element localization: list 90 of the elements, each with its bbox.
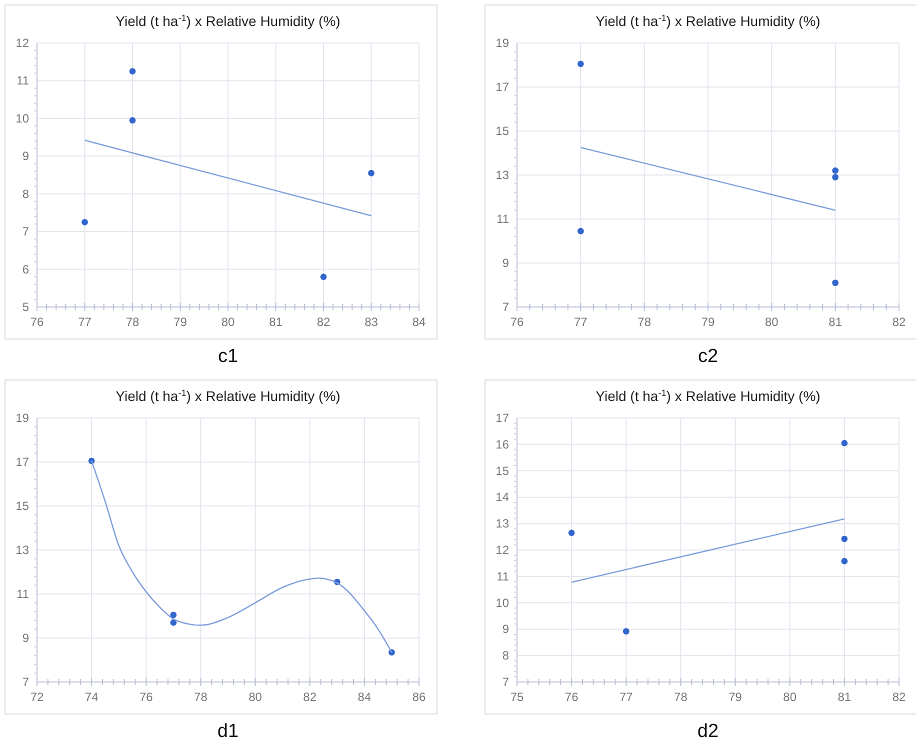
point — [622, 628, 630, 635]
y-tick-label: 5 — [22, 300, 30, 314]
y-tick-label: 17 — [496, 80, 510, 94]
y-tick-label: 13 — [496, 168, 510, 182]
x-tick-label: 80 — [221, 315, 235, 329]
y-tick-label: 9 — [502, 622, 510, 636]
y-tick-label: 8 — [22, 186, 30, 201]
y-tick-label: 8 — [502, 648, 510, 663]
x-tick-label: 74 — [84, 690, 99, 704]
x-tick-label: 84 — [412, 315, 426, 329]
chart-title: Yield (t ha$^{-1}$) x Relative Humidity (%) — [116, 388, 340, 404]
x-tick-label: 84 — [358, 690, 372, 704]
x-tick-label: 80 — [783, 690, 797, 704]
y-tick-label: 15 — [496, 464, 510, 478]
x-tick-label: 77 — [78, 315, 92, 329]
x-tick-label: 77 — [619, 690, 634, 704]
x-tick-label: 82 — [892, 315, 906, 329]
y-tick-label: 7 — [22, 224, 30, 239]
point — [568, 530, 575, 536]
x-tick-label: 86 — [412, 690, 426, 704]
y-tick-label: 12 — [16, 36, 30, 50]
y-tick-label: 7 — [502, 675, 510, 689]
x-tick-label: 81 — [838, 690, 852, 704]
y-tick-label: 17 — [496, 411, 510, 425]
y-tick-label: 13 — [16, 543, 30, 557]
y-tick-label: 7 — [22, 675, 30, 689]
y-tick-label: 15 — [496, 124, 510, 138]
point — [368, 170, 374, 176]
x-tick-label: 82 — [303, 690, 317, 704]
point — [841, 440, 848, 446]
point — [577, 60, 584, 68]
y-tick-label: 15 — [16, 499, 30, 513]
x-tick-label: 77 — [574, 315, 588, 329]
y-tick-label: 9 — [502, 256, 510, 270]
chart-title: Yield (t ha$^{-1}$) x Relative Humidity (%) — [596, 388, 820, 404]
x-tick-label: 79 — [728, 690, 742, 704]
y-tick-label: 11 — [16, 587, 30, 601]
text: d2 — [697, 721, 719, 742]
y-tick-label: 9 — [22, 149, 30, 164]
y-tick-label: 17 — [16, 455, 30, 469]
x-tick-label: 80 — [764, 315, 779, 329]
x-tick-label: 76 — [564, 690, 579, 704]
chart-title: Yield (t ha$^{-1}$) x Relative Humidity (%) — [596, 13, 820, 29]
y-tick-label: 9 — [22, 631, 30, 645]
y-tick-label: 12 — [496, 543, 510, 557]
x-tick-label: 79 — [701, 315, 715, 329]
point — [577, 228, 584, 234]
x-tick-label: 81 — [269, 315, 283, 329]
y-tick-label: 11 — [496, 212, 510, 226]
text: c1 — [218, 346, 238, 367]
x-tick-label: 78 — [194, 690, 208, 704]
x-tick-label: 81 — [828, 315, 842, 329]
y-tick-label: 11 — [496, 569, 510, 584]
y-tick-label: 14 — [496, 490, 510, 504]
point — [82, 218, 88, 226]
point — [841, 536, 848, 542]
point — [832, 167, 839, 174]
point — [841, 558, 848, 564]
x-tick-label: 83 — [364, 315, 378, 329]
point — [170, 612, 177, 618]
x-tick-label: 78 — [638, 315, 652, 329]
x-tick-label: 76 — [139, 690, 154, 704]
text: d1 — [217, 721, 239, 742]
x-tick-label: 82 — [892, 690, 906, 704]
y-tick-label: 10 — [496, 596, 510, 610]
y-tick-label: 11 — [16, 74, 30, 88]
point — [170, 619, 177, 626]
text: c2 — [698, 346, 718, 367]
x-tick-label: 78 — [126, 315, 140, 329]
x-tick-label: 72 — [30, 690, 44, 704]
x-tick-label: 79 — [174, 315, 188, 329]
x-tick-label: 80 — [248, 690, 262, 704]
y-tick-label: 10 — [16, 111, 30, 126]
point — [129, 68, 136, 74]
x-tick-label: 78 — [674, 690, 688, 704]
y-tick-label: 16 — [496, 437, 510, 452]
point — [832, 174, 839, 180]
point — [320, 274, 327, 280]
y-tick-label: 19 — [496, 36, 510, 50]
point — [832, 280, 839, 286]
x-tick-label: 76 — [30, 315, 44, 329]
y-tick-label: 19 — [16, 411, 30, 425]
y-tick-label: 13 — [496, 516, 510, 531]
chart-title: Yield (t ha$^{-1}$) x Relative Humidity (%) — [116, 13, 340, 29]
x-tick-label: 82 — [316, 315, 330, 329]
x-tick-label: 75 — [510, 690, 524, 704]
y-tick-label: 7 — [502, 300, 510, 314]
y-tick-label: 6 — [22, 262, 30, 276]
x-tick-label: 76 — [510, 315, 524, 329]
point — [129, 117, 136, 124]
